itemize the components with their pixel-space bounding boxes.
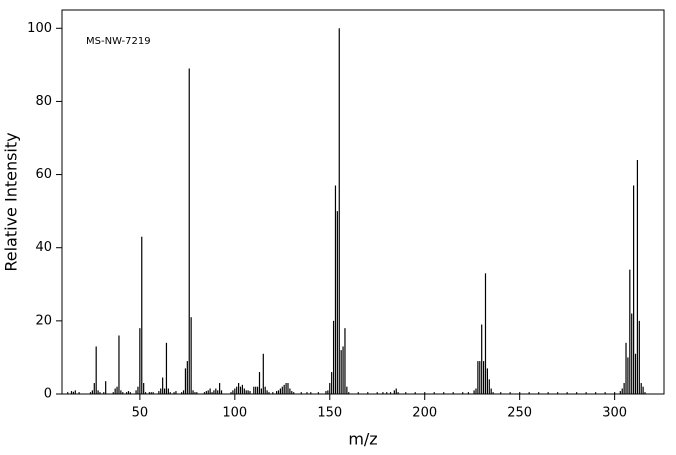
y-tick-label: 60 xyxy=(35,167,52,182)
y-tick-label: 20 xyxy=(35,313,52,328)
plot-frame xyxy=(61,9,665,395)
y-axis-label: Relative Intensity xyxy=(2,132,21,271)
y-tick-label: 0 xyxy=(44,387,52,402)
y-tick-label: 80 xyxy=(35,94,52,109)
x-tick-label: 50 xyxy=(132,406,149,421)
y-tick-label: 100 xyxy=(27,21,52,36)
x-tick-label: 100 xyxy=(222,406,247,421)
x-tick-label: 200 xyxy=(412,406,437,421)
x-axis-label: m/z xyxy=(348,430,377,449)
x-tick-label: 150 xyxy=(317,406,342,421)
x-tick-label: 250 xyxy=(507,406,532,421)
y-tick-label: 40 xyxy=(35,240,52,255)
x-tick-label: 300 xyxy=(602,406,627,421)
annotation: MS-NW-7219 xyxy=(86,36,151,47)
